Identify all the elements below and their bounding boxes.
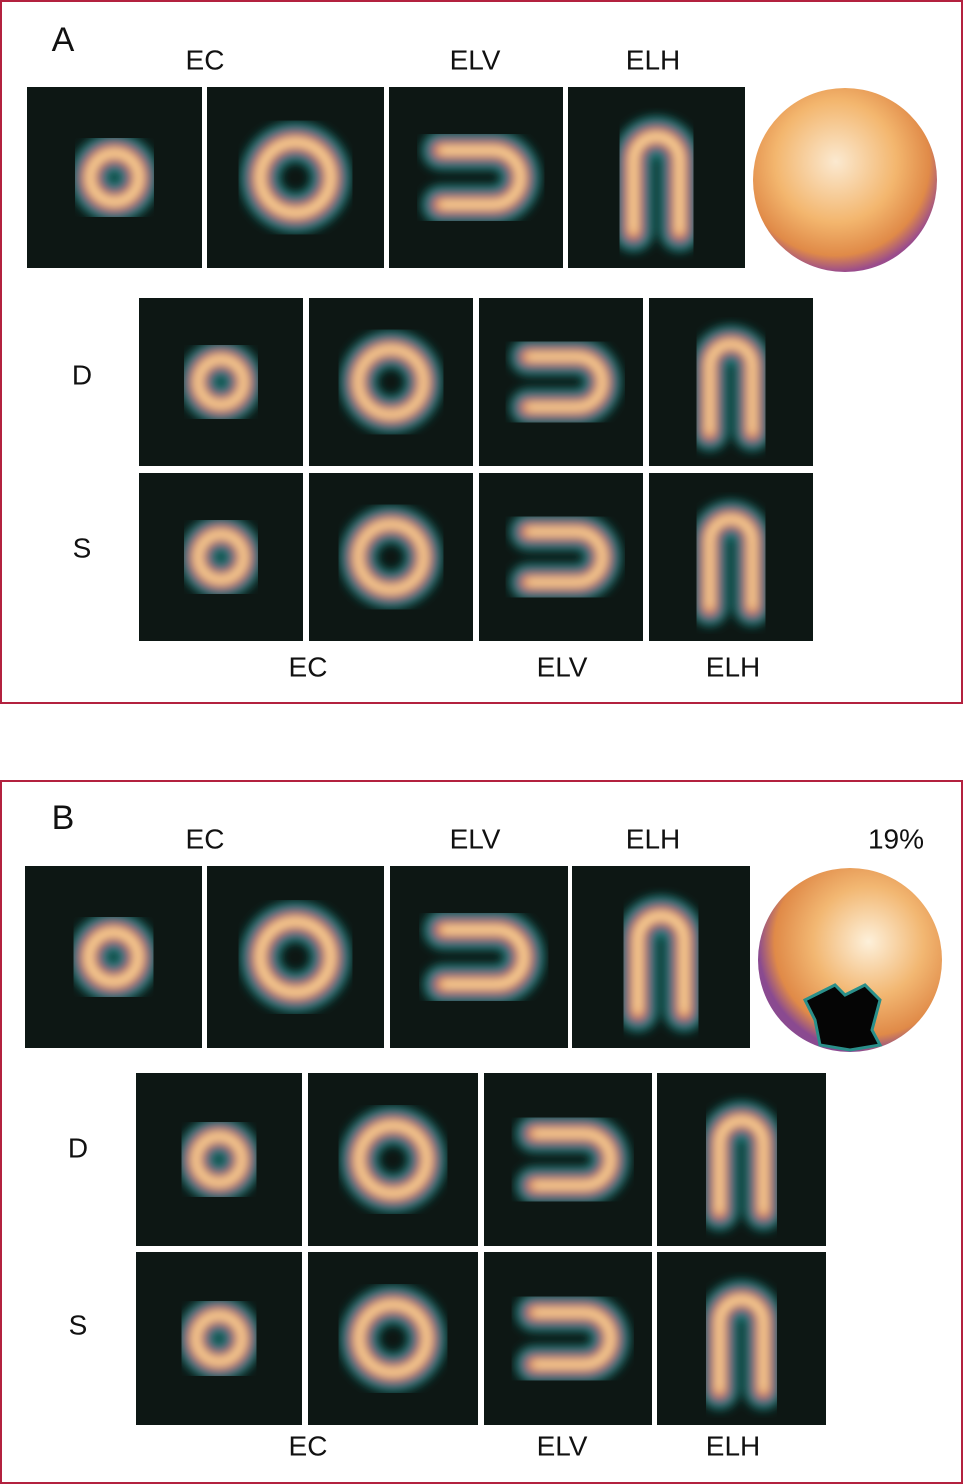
tracer-layer <box>717 1118 766 1214</box>
tracer-layer <box>526 529 605 585</box>
scan-tracer <box>614 116 699 252</box>
scan-tile <box>568 87 745 268</box>
tracer-layer <box>441 927 527 987</box>
perfusion-defect <box>802 983 883 1052</box>
scan-tracer <box>180 341 263 423</box>
view-label: ELH <box>706 651 760 682</box>
tracer-layer <box>532 1131 613 1188</box>
view-label: ELH <box>626 44 680 75</box>
scan-tile <box>657 1252 826 1425</box>
scan-tracer <box>177 1118 261 1201</box>
scan-tile <box>308 1073 478 1246</box>
scan-tile <box>136 1073 302 1246</box>
scan-tracer <box>177 1297 261 1380</box>
scan-tracer <box>340 331 442 433</box>
scan-tracer <box>423 910 544 1004</box>
scan-tracer <box>515 1294 630 1383</box>
scan-tracer <box>340 1106 446 1213</box>
scan-tracer <box>240 902 351 1012</box>
scan-tracer <box>510 513 621 601</box>
tracer-layer <box>356 522 426 592</box>
scan-tile <box>136 1252 302 1425</box>
scan-tile <box>309 298 473 466</box>
scan-tile <box>649 473 813 641</box>
tracer-layer <box>439 148 523 207</box>
tracer-layer <box>356 347 426 417</box>
tracer-layer <box>87 150 142 205</box>
tracer-layer <box>356 1302 430 1375</box>
scan-tile <box>25 866 202 1048</box>
tracer-layer <box>707 341 755 435</box>
view-label: ELH <box>626 823 680 854</box>
scan-tracer <box>240 122 351 233</box>
view-label: EC <box>186 44 225 75</box>
view-label: ELV <box>537 651 588 682</box>
scan-tile <box>207 87 384 268</box>
scan-tile <box>657 1073 826 1246</box>
view-label: ELV <box>537 1430 588 1461</box>
tracer-layer <box>195 357 247 407</box>
panel-frame <box>0 780 963 1484</box>
view-label: ELV <box>450 44 501 75</box>
scan-tracer <box>422 131 540 224</box>
tracer-layer <box>356 1123 430 1196</box>
scan-tracer <box>340 506 442 608</box>
panel-label: A <box>52 21 75 59</box>
view-label: ELV <box>450 823 501 854</box>
panel-frame <box>0 0 963 704</box>
scan-tracer <box>691 500 771 626</box>
row-label: D <box>68 1132 88 1163</box>
tracer-layer <box>635 913 687 1014</box>
tracer-layer <box>257 139 334 216</box>
tracer-layer <box>631 134 682 235</box>
scan-tracer <box>69 912 158 1002</box>
scan-tracer <box>340 1285 446 1392</box>
tracer-layer <box>257 919 334 995</box>
polar-map <box>758 868 942 1052</box>
scan-tracer <box>70 133 159 222</box>
scan-tracer <box>510 338 621 426</box>
scan-tile <box>27 87 202 268</box>
view-label: EC <box>289 1430 328 1461</box>
scan-tile <box>309 473 473 641</box>
tracer-layer <box>86 930 141 984</box>
row-label: D <box>72 359 92 390</box>
tracer-layer <box>526 354 605 410</box>
scan-tile <box>139 473 303 641</box>
tracer-layer <box>707 516 755 610</box>
scan-tracer <box>700 1101 783 1230</box>
scan-tile <box>572 866 750 1048</box>
tracer-layer <box>193 1313 245 1364</box>
view-label: ELH <box>706 1430 760 1461</box>
view-label: EC <box>186 823 225 854</box>
tracer-layer <box>195 532 247 582</box>
scan-tile <box>308 1252 478 1425</box>
scan-tracer <box>700 1280 783 1409</box>
view-label: EC <box>289 651 328 682</box>
tracer-layer <box>532 1310 613 1367</box>
polar-map-label: 19% <box>868 823 924 854</box>
polar-map <box>753 88 937 272</box>
row-label: S <box>69 1309 88 1340</box>
scan-tile <box>139 298 303 466</box>
panel-label: B <box>52 799 75 837</box>
scan-tile <box>207 866 384 1048</box>
tracer-layer <box>717 1297 766 1393</box>
scan-tracer <box>180 516 263 598</box>
scan-tracer <box>691 325 771 451</box>
tracer-layer <box>193 1134 245 1185</box>
scan-tracer <box>618 896 704 1032</box>
row-label: S <box>73 532 92 563</box>
scan-tile <box>649 298 813 466</box>
scan-tracer <box>515 1115 630 1204</box>
